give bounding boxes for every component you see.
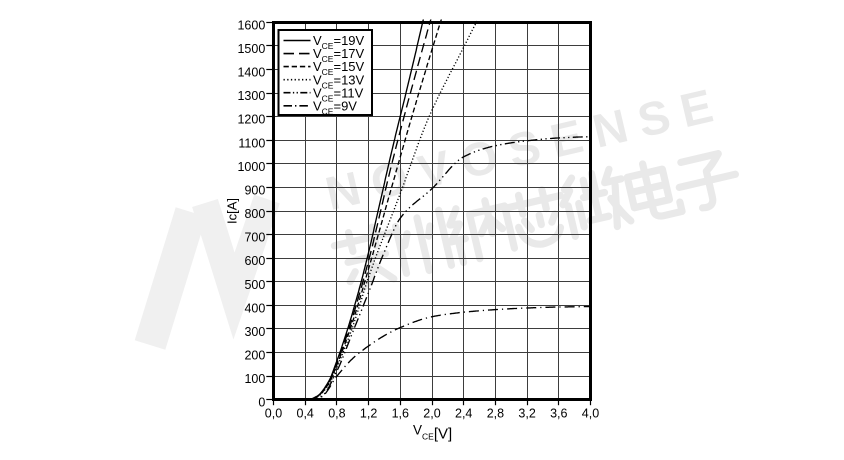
svg-text:500: 500 bbox=[244, 278, 265, 292]
svg-text:1,6: 1,6 bbox=[392, 407, 409, 421]
svg-text:900: 900 bbox=[244, 184, 265, 198]
svg-text:2,0: 2,0 bbox=[423, 407, 440, 421]
svg-text:VCE=17V: VCE=17V bbox=[313, 46, 365, 64]
svg-text:1000: 1000 bbox=[237, 160, 265, 174]
svg-text:2,8: 2,8 bbox=[487, 407, 504, 421]
svg-text:3,6: 3,6 bbox=[550, 407, 567, 421]
svg-text:0: 0 bbox=[258, 396, 265, 410]
svg-text:1,2: 1,2 bbox=[360, 407, 377, 421]
svg-text:Ic[A]: Ic[A] bbox=[225, 198, 240, 224]
svg-text:1400: 1400 bbox=[237, 66, 265, 80]
svg-text:1300: 1300 bbox=[237, 89, 265, 103]
svg-text:3,2: 3,2 bbox=[518, 407, 535, 421]
svg-text:200: 200 bbox=[244, 349, 265, 363]
svg-text:700: 700 bbox=[244, 231, 265, 245]
svg-text:800: 800 bbox=[244, 207, 265, 221]
svg-text:2,4: 2,4 bbox=[455, 407, 472, 421]
svg-text:400: 400 bbox=[244, 301, 265, 315]
svg-text:0,0: 0,0 bbox=[265, 407, 282, 421]
svg-text:0,8: 0,8 bbox=[328, 407, 345, 421]
svg-text:4,0: 4,0 bbox=[582, 407, 599, 421]
svg-text:100: 100 bbox=[244, 372, 265, 386]
svg-text:1200: 1200 bbox=[237, 113, 265, 127]
svg-text:1500: 1500 bbox=[237, 42, 265, 56]
svg-text:300: 300 bbox=[244, 325, 265, 339]
svg-text:600: 600 bbox=[244, 254, 265, 268]
svg-text:0,4: 0,4 bbox=[297, 407, 314, 421]
svg-text:1600: 1600 bbox=[237, 18, 265, 32]
svg-text:1100: 1100 bbox=[238, 136, 265, 150]
